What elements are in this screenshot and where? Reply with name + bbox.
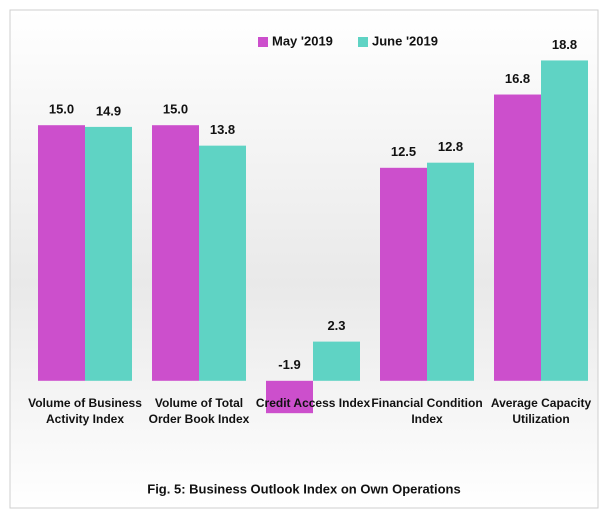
- bar: [541, 60, 588, 381]
- data-label: 15.0: [49, 102, 74, 117]
- x-tick-label: Volume of Business Activity Index: [28, 395, 142, 426]
- data-label: 14.9: [96, 103, 121, 118]
- data-label: -1.9: [278, 357, 300, 372]
- bar: [38, 125, 85, 381]
- x-tick-label: Credit Access Index: [255, 395, 371, 410]
- legend-label: May '2019: [272, 33, 333, 48]
- bar: [380, 167, 427, 381]
- x-tick-label: Average Capacity Utilization: [490, 395, 592, 426]
- bar: [313, 341, 360, 381]
- chart-title: Fig. 5: Business Outlook Index on Own Op…: [147, 481, 460, 496]
- x-tick-label: Volume of Total Order Book Index: [148, 395, 250, 426]
- data-label: 13.8: [210, 122, 235, 137]
- bar: [494, 94, 541, 381]
- bar: [199, 145, 246, 381]
- bar: [85, 126, 132, 381]
- bar: [152, 125, 199, 381]
- data-label: 12.5: [391, 144, 416, 159]
- data-label: 2.3: [327, 318, 345, 333]
- bar: [266, 380, 313, 414]
- legend-label: June '2019: [372, 33, 438, 48]
- data-label: 16.8: [505, 71, 530, 86]
- legend-swatch: [258, 37, 268, 47]
- data-label: 18.8: [552, 37, 577, 52]
- data-label: 12.8: [438, 139, 463, 154]
- legend-swatch: [358, 37, 368, 47]
- x-tick-label: Financial Condition Index: [371, 395, 483, 426]
- bar: [427, 162, 474, 381]
- data-label: 15.0: [163, 102, 188, 117]
